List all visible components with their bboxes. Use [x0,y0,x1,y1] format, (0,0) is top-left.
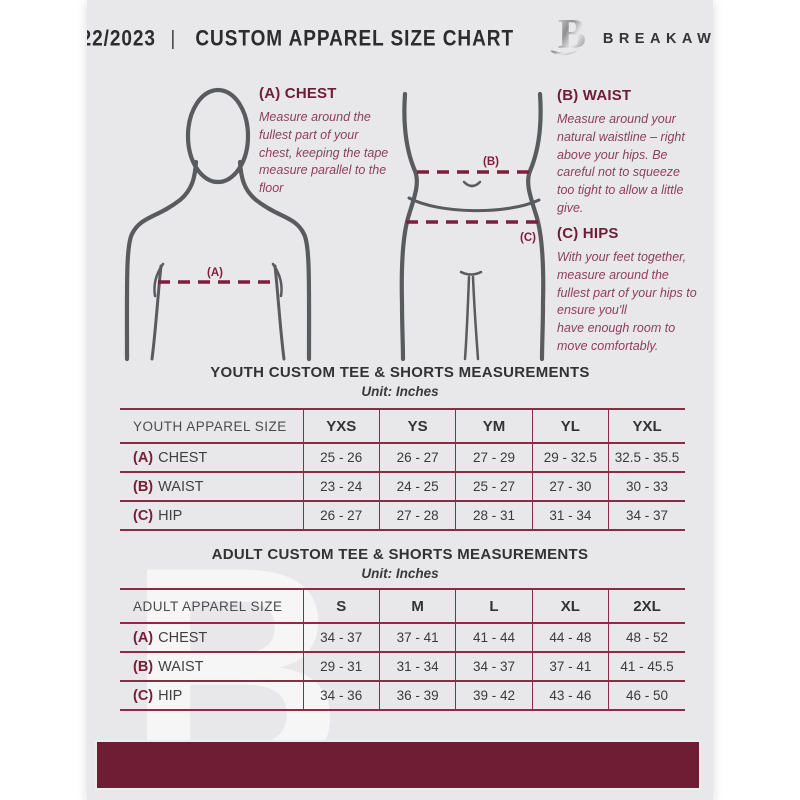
hips-heading: (C) HIPS [557,225,619,242]
brand-name: BREAKAWAY [602,31,713,47]
footer-accent-bar [95,740,701,790]
torso-figure: (A) [124,87,312,362]
size-chart-page: B 2022/2023 | CUSTOM APPAREL SIZE CHART [87,0,713,800]
value-cell: 34 - 36 [302,681,380,710]
hips-instruction: (C) HIPS With your feet together, measur… [557,225,699,356]
waist-body-text: Measure around your natural waistline – … [557,112,685,215]
chest-body-text: Measure around the fullest part of your … [259,110,389,195]
youth-waist-row: (B) WAIST 23 - 24 24 - 25 25 - 27 27 - 30… [120,472,685,501]
adult-hip-row: (C) HIP 34 - 36 36 - 39 39 - 42 43 - 46 4… [120,681,685,710]
youth-chest-row: (A) CHEST 25 - 26 26 - 27 27 - 29 29 - 32… [120,443,685,472]
header-divider: | [170,27,176,50]
adult-col-2xl: 2XL [608,589,685,623]
hips-body-text: With your feet together, measure around … [557,250,697,353]
value-cell: 30 - 33 [608,472,685,501]
adult-col-l: L [455,589,533,623]
row-prefix: (B) [133,478,154,495]
chest-heading: (A) CHEST [259,85,337,102]
value-cell: 37 - 41 [378,623,456,652]
logo-letter: B [558,12,586,58]
adult-waist-row: (B) WAIST 29 - 31 31 - 34 34 - 37 37 - 41… [120,652,685,681]
youth-col-yl: YL [531,409,609,443]
chest-instruction: (A) CHEST Measure around the fullest par… [259,85,393,198]
measurement-diagram: (A) (B) (C) (A) CHEST [87,78,713,362]
header-title: CUSTOM APPAREL SIZE CHART [195,26,515,51]
youth-size-table: YOUTH APPAREL SIZE YXS YS YM YL YXL (A) C… [120,408,685,531]
waist-instruction: (B) WAIST Measure around your natural wa… [557,87,699,218]
value-cell: 27 - 29 [455,443,533,472]
youth-col-yxs: YXS [302,409,380,443]
hips-figure: (B) (C) [399,91,546,362]
header-year: 2022/2023 [87,26,156,51]
value-cell: 31 - 34 [378,652,456,681]
row-prefix: (C) [133,687,154,704]
row-label: CHEST [158,449,208,466]
value-cell: 48 - 52 [608,623,685,652]
value-cell: 27 - 30 [531,472,609,501]
adult-size-table: ADULT APPAREL SIZE S M L XL 2XL (A) CHEST… [120,588,685,711]
value-cell: 34 - 37 [455,652,533,681]
youth-col-yxl: YXL [608,409,685,443]
value-cell: 23 - 24 [302,472,380,501]
page-header: 2022/2023 | CUSTOM APPAREL SIZE CHART B [87,0,713,78]
adult-section-title: ADULT CUSTOM TEE & SHORTS MEASUREMENTS [211,546,589,563]
value-cell: 44 - 48 [531,623,609,652]
value-cell: 29 - 31 [302,652,380,681]
youth-table-header-row: YOUTH APPAREL SIZE YXS YS YM YL YXL [120,409,685,443]
value-cell: 27 - 28 [378,501,456,530]
value-cell: 43 - 46 [531,681,609,710]
value-cell: 24 - 25 [378,472,456,501]
value-cell: 34 - 37 [608,501,685,530]
youth-section-title: YOUTH CUSTOM TEE & SHORTS MEASUREMENTS [210,364,590,381]
row-prefix: (B) [133,658,154,675]
hips-line-label: (C) [520,232,536,244]
adult-col-xl: XL [531,589,609,623]
row-label: WAIST [158,658,204,675]
value-cell: 26 - 27 [302,501,380,530]
youth-size-header-cell: YOUTH APPAREL SIZE [133,418,287,434]
waist-heading: (B) WAIST [557,87,632,104]
value-cell: 28 - 31 [455,501,533,530]
logo-b-icon: B [549,12,586,58]
adult-size-header-cell: ADULT APPAREL SIZE [133,598,283,614]
value-cell: 46 - 50 [608,681,685,710]
adult-col-s: S [302,589,380,623]
body-figures-illustration: (A) (B) (C) [124,87,546,362]
youth-col-ys: YS [378,409,456,443]
youth-unit-label: Unit: Inches [361,384,439,399]
adult-col-m: M [378,589,456,623]
value-cell: 25 - 26 [302,443,380,472]
value-cell: 41 - 44 [455,623,533,652]
youth-hip-row: (C) HIP 26 - 27 27 - 28 28 - 31 31 - 34 3… [120,501,685,530]
value-cell: 32.5 - 35.5 [608,443,685,472]
youth-col-ym: YM [455,409,533,443]
row-label: HIP [158,687,183,704]
row-label: WAIST [158,478,204,495]
adult-table-header-row: ADULT APPAREL SIZE S M L XL 2XL [120,589,685,623]
value-cell: 37 - 41 [531,652,609,681]
adult-chest-row: (A) CHEST 34 - 37 37 - 41 41 - 44 44 - 48… [120,623,685,652]
value-cell: 39 - 42 [455,681,533,710]
breakaway-logo-icon: B [547,10,593,65]
row-prefix: (A) [133,629,154,646]
waist-line-label: (B) [483,156,499,168]
value-cell: 26 - 27 [378,443,456,472]
row-label: CHEST [158,629,208,646]
value-cell: 34 - 37 [302,623,380,652]
row-label: HIP [158,507,183,524]
value-cell: 25 - 27 [455,472,533,501]
value-cell: 36 - 39 [378,681,456,710]
row-prefix: (A) [133,449,154,466]
value-cell: 41 - 45.5 [608,652,685,681]
adult-unit-label: Unit: Inches [361,566,439,581]
chest-line-label: (A) [207,267,223,279]
row-prefix: (C) [133,507,154,524]
value-cell: 29 - 32.5 [531,443,609,472]
value-cell: 31 - 34 [531,501,609,530]
